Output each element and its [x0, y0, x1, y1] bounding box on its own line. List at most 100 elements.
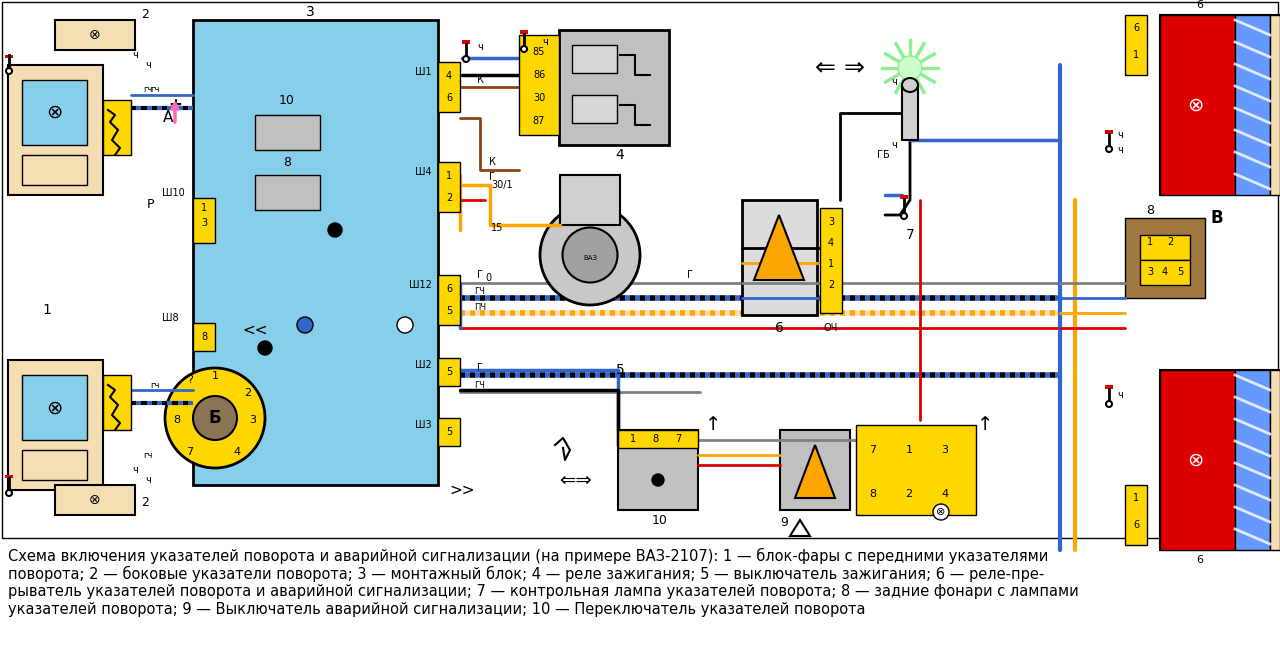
Text: 9: 9 [780, 515, 788, 528]
Text: 87: 87 [532, 116, 545, 126]
Text: 5: 5 [445, 427, 452, 437]
Circle shape [397, 317, 413, 333]
Text: ч: ч [477, 42, 483, 52]
Text: 8: 8 [1146, 204, 1155, 217]
Text: Ш1: Ш1 [416, 67, 433, 77]
Text: 3: 3 [306, 5, 315, 19]
Bar [618, 430, 698, 510]
Text: 6: 6 [445, 93, 452, 103]
Text: ⇐ ⇒: ⇐ ⇒ [815, 56, 865, 80]
Text: 86: 86 [532, 70, 545, 80]
Text: 30/1: 30/1 [492, 180, 512, 190]
Circle shape [297, 317, 314, 333]
Text: ч: ч [145, 60, 151, 70]
Bar [1125, 485, 1147, 545]
Bar [8, 65, 102, 195]
Text: ГЧ: ГЧ [475, 288, 485, 297]
Text: 3: 3 [1147, 267, 1153, 277]
Text: >>: >> [449, 482, 475, 497]
Bar [22, 375, 87, 440]
Bar [1140, 260, 1190, 285]
Text: 1: 1 [42, 303, 51, 317]
Text: ⇐⇒: ⇐⇒ [558, 470, 591, 490]
Text: К: К [489, 157, 495, 167]
Bar [22, 155, 87, 185]
Polygon shape [754, 215, 804, 280]
Text: 1: 1 [445, 171, 452, 181]
Text: 5: 5 [616, 363, 625, 377]
Text: 3: 3 [828, 217, 835, 227]
Bar [518, 35, 559, 135]
Bar [1160, 370, 1280, 550]
Text: ч: ч [132, 465, 138, 475]
Text: Ш12: Ш12 [410, 280, 433, 290]
Text: 4: 4 [828, 238, 835, 248]
Bar [1270, 15, 1280, 195]
Circle shape [6, 68, 12, 74]
Text: 6: 6 [1133, 23, 1139, 33]
Circle shape [1106, 401, 1112, 407]
Text: 3: 3 [201, 218, 207, 228]
Text: ⊗: ⊗ [1187, 450, 1203, 470]
Text: 6: 6 [445, 284, 452, 294]
Bar [820, 208, 842, 313]
Bar [462, 40, 470, 44]
Bar [572, 45, 617, 73]
Text: 7: 7 [675, 434, 681, 444]
Circle shape [259, 341, 273, 355]
Text: 1: 1 [201, 203, 207, 213]
Text: 6: 6 [1197, 0, 1203, 10]
Text: 4: 4 [1162, 267, 1169, 277]
Text: Ш4: Ш4 [416, 167, 433, 177]
Text: 5: 5 [445, 367, 452, 377]
Circle shape [165, 368, 265, 468]
Circle shape [463, 56, 468, 62]
Text: 5: 5 [1176, 267, 1183, 277]
Text: ч: ч [1117, 130, 1123, 140]
Bar [438, 62, 460, 112]
Circle shape [6, 490, 12, 496]
Text: 4: 4 [445, 71, 452, 81]
Text: 7: 7 [869, 445, 877, 455]
Text: Ш3: Ш3 [416, 420, 433, 430]
Text: 15: 15 [492, 223, 503, 233]
Text: В: В [1210, 209, 1222, 227]
Polygon shape [795, 445, 835, 498]
Text: ч: ч [891, 140, 897, 150]
Text: Г: Г [489, 172, 495, 182]
Text: <<: << [242, 322, 268, 337]
Text: ч: ч [1117, 390, 1123, 400]
Bar [1105, 130, 1114, 134]
Bar [1140, 235, 1190, 260]
Text: 8: 8 [201, 332, 207, 342]
Bar [193, 198, 215, 243]
Text: ⊗: ⊗ [46, 103, 63, 121]
Bar [438, 162, 460, 212]
Text: гч: гч [143, 450, 152, 459]
Text: 0: 0 [485, 273, 492, 283]
Bar [742, 200, 817, 315]
Bar [902, 85, 918, 140]
Text: 6: 6 [774, 321, 783, 335]
Text: 3: 3 [942, 445, 948, 455]
Text: 1: 1 [1133, 50, 1139, 60]
Text: ⊗: ⊗ [1187, 95, 1203, 115]
Text: указателей поворота; 9 — Выключатель аварийной сигнализации; 10 — Переключатель : указателей поворота; 9 — Выключатель ава… [8, 602, 865, 617]
Text: Р: Р [146, 199, 154, 212]
Bar [1125, 218, 1204, 298]
Text: 10: 10 [279, 94, 294, 106]
Text: ⊗: ⊗ [90, 28, 101, 42]
Ellipse shape [562, 228, 617, 283]
Bar [520, 30, 529, 34]
Bar [22, 450, 87, 480]
Text: 8: 8 [173, 415, 180, 425]
Bar [22, 80, 87, 145]
Text: Г: Г [477, 363, 483, 373]
Circle shape [652, 474, 664, 486]
Circle shape [521, 46, 527, 52]
Text: Б: Б [209, 409, 221, 427]
Bar [438, 358, 460, 386]
Bar [255, 175, 320, 210]
Bar [561, 175, 620, 225]
Text: 2: 2 [244, 388, 252, 398]
